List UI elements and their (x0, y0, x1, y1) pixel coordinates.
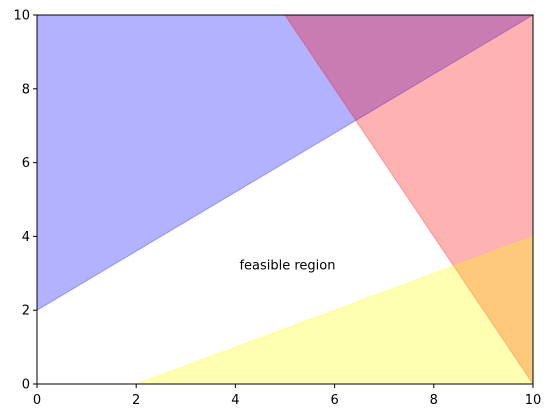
shaded-regions (36, 14, 535, 386)
x-tick-label: 6 (330, 393, 338, 408)
x-tick-label: 0 (33, 393, 41, 408)
x-tick-label: 8 (430, 393, 438, 408)
y-tick-label: 0 (22, 378, 30, 393)
x-tick-label: 4 (231, 393, 239, 408)
axes-frame (36, 14, 534, 385)
x-tick-label: 2 (132, 393, 140, 408)
y-tick-label: 6 (22, 156, 30, 171)
y-tick-label: 4 (22, 230, 30, 245)
axes: 0 2 4 6 8 10 0 2 4 6 8 10 (13, 9, 541, 409)
y-tick-label: 8 (22, 82, 30, 97)
annotations: feasible region (239, 259, 335, 274)
y-tick-label: 10 (13, 9, 30, 24)
annotation-label: feasible region (239, 259, 335, 274)
x-tick-label: 10 (525, 393, 542, 408)
y-tick-label: 2 (22, 304, 30, 319)
